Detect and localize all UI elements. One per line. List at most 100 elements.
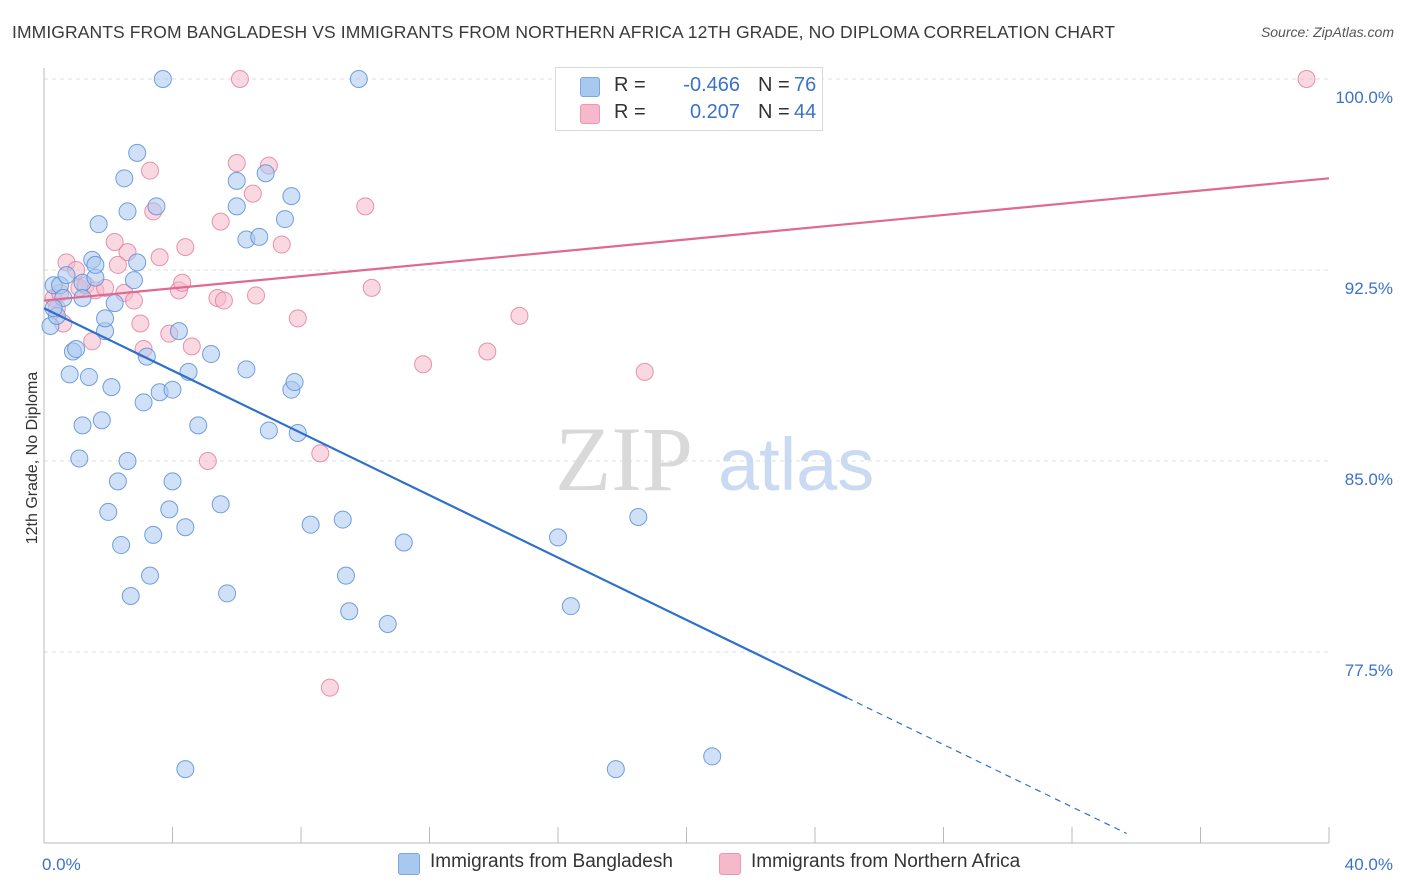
legend-swatch-blue [580,77,600,97]
data-point-bangladesh [378,614,397,633]
legend-swatch-blue [398,853,420,875]
data-point-bangladesh [227,171,246,190]
data-point-bangladesh [285,373,304,392]
trendline-bangladesh [43,307,848,699]
data-point-bangladesh [99,502,118,521]
r-label: R = [614,74,646,96]
data-point-northern-africa [150,248,169,267]
data-point-bangladesh [259,421,278,440]
data-point-bangladesh [160,500,179,519]
data-point-northern-africa [176,238,195,257]
trendline-northern-africa [43,177,1330,302]
data-point-bangladesh [394,533,413,552]
data-point-bangladesh [333,510,352,529]
source-label: Source: ZipAtlas.com [1260,24,1394,40]
y-tick-label: 100.0% [1335,88,1393,107]
y-tick-label: 85.0% [1345,470,1393,489]
n-value: 76 [794,74,817,96]
data-point-bangladesh [60,365,79,384]
data-point-bangladesh [189,416,208,435]
watermark-zip: ZIP [555,408,693,510]
data-point-bangladesh [549,528,567,547]
r-value: 0.207 [689,101,740,123]
data-point-bangladesh [57,266,76,285]
legend-swatch-pink [580,104,600,124]
data-point-northern-africa [1297,70,1316,88]
n-value: 44 [794,101,817,123]
data-point-northern-africa [108,255,127,274]
data-point-bangladesh [89,215,108,234]
data-point-bangladesh [70,449,89,468]
x-tick-label: 40.0% [1345,855,1393,874]
data-point-bangladesh [275,210,294,229]
data-point-northern-africa [247,286,266,305]
data-point-bangladesh [137,347,156,366]
data-point-northern-africa [311,444,330,463]
data-point-northern-africa [635,362,654,381]
data-point-bangladesh [282,187,301,206]
y-tick-labels: 77.5% 85.0% 92.5% 100.0% [1335,88,1393,680]
data-point-bangladesh [73,416,92,435]
data-point-bangladesh [163,380,182,399]
data-point-bangladesh [96,309,115,328]
data-point-bangladesh [237,360,256,379]
data-point-northern-africa [198,452,217,470]
data-point-bangladesh [124,271,143,290]
data-point-northern-africa [131,314,150,333]
data-point-bangladesh [44,299,63,318]
data-point-bangladesh [144,525,163,544]
watermark-atlas: atlas [718,423,874,506]
data-point-bangladesh [118,202,137,221]
data-point-northern-africa [272,235,291,254]
data-point-bangladesh [112,536,131,555]
data-point-bangladesh [301,515,320,534]
data-point-bangladesh [128,253,147,272]
data-point-northern-africa [243,184,262,203]
data-point-bangladesh [629,508,648,527]
legend-label: Immigrants from Northern Africa [751,851,1021,872]
series-northern-africa [44,70,1316,697]
data-point-northern-africa [214,291,233,310]
data-point-bangladesh [153,70,172,88]
data-point-northern-africa [105,232,124,251]
data-point-bangladesh [176,518,195,537]
data-point-bangladesh [79,367,98,386]
data-point-bangladesh [288,423,307,442]
data-point-northern-africa [141,161,160,180]
data-point-northern-africa [211,212,230,231]
data-point-bangladesh [250,227,269,246]
data-point-bangladesh [102,378,121,397]
data-point-bangladesh [349,70,368,88]
r-label: R = [614,101,646,123]
data-point-bangladesh [703,747,722,766]
data-point-bangladesh [227,197,246,216]
data-point-bangladesh [147,197,166,216]
data-point-bangladesh [67,339,86,358]
data-point-bangladesh [336,566,355,585]
data-point-bangladesh [128,143,147,162]
correlation-legend: R = -0.466 N = 76 R = 0.207 N = 44 [555,67,823,131]
axes [43,68,1330,844]
data-point-bangladesh [561,597,580,616]
watermark: ZIP atlas [555,408,874,510]
data-point-bangladesh [256,164,275,183]
r-value: -0.466 [683,74,740,96]
data-point-northern-africa [124,291,143,310]
data-point-bangladesh [121,586,140,605]
data-point-northern-africa [288,309,307,328]
data-point-bangladesh [105,294,124,313]
data-point-bangladesh [340,602,359,621]
data-point-bangladesh [141,566,160,585]
data-point-northern-africa [414,355,433,374]
y-axis-label: 12th Grade, No Diploma [24,372,41,545]
data-point-bangladesh [163,472,182,491]
data-point-bangladesh [606,760,625,779]
n-label: N = [758,101,790,123]
legend-label: Immigrants from Bangladesh [430,851,673,872]
chart-title: IMMIGRANTS FROM BANGLADESH VS IMMIGRANTS… [12,22,1116,42]
data-point-northern-africa [320,678,339,697]
x-tick-labels: 0.0% 40.0% [42,855,1393,874]
data-point-bangladesh [86,255,105,274]
data-point-bangladesh [169,322,188,341]
